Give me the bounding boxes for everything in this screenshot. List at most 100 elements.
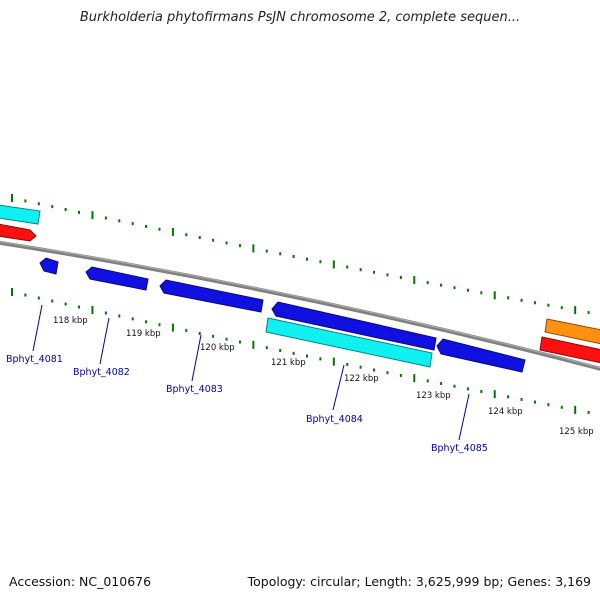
kbp-label: 119 kbp bbox=[126, 329, 161, 339]
inner-minor-tick bbox=[158, 323, 161, 327]
outer-minor-tick bbox=[346, 265, 349, 269]
leader-line bbox=[191, 334, 202, 382]
inner-minor-tick bbox=[440, 382, 443, 386]
inner-minor-tick bbox=[37, 296, 40, 300]
outer-major-tick bbox=[332, 260, 335, 269]
topology-text: Topology: circular; Length: 3,625,999 bp… bbox=[247, 574, 591, 589]
inner-minor-tick bbox=[466, 387, 469, 391]
backbone-line bbox=[0, 240, 600, 371]
inner-minor-tick bbox=[225, 337, 228, 341]
outer-minor-tick bbox=[507, 296, 510, 300]
inner-major-tick bbox=[332, 357, 335, 366]
inner-minor-tick bbox=[279, 349, 282, 353]
inner-minor-tick bbox=[547, 403, 550, 407]
gene-feature[interactable] bbox=[539, 336, 600, 364]
gene-feature[interactable] bbox=[159, 279, 264, 313]
kbp-label: 118 kbp bbox=[53, 316, 88, 326]
outer-minor-tick bbox=[51, 205, 54, 209]
inner-minor-tick bbox=[346, 362, 349, 366]
outer-minor-tick bbox=[440, 283, 443, 287]
gene-name-label[interactable]: Bphyt_4082 bbox=[73, 367, 130, 378]
gene-feature[interactable] bbox=[271, 301, 437, 351]
outer-minor-tick bbox=[158, 227, 161, 231]
outer-minor-tick bbox=[225, 241, 228, 245]
outer-minor-tick bbox=[185, 233, 188, 237]
outer-major-tick bbox=[91, 211, 94, 220]
gene-arrow bbox=[544, 318, 600, 345]
gene-label-group[interactable]: Bphyt_4085 bbox=[431, 393, 488, 454]
gene-label-group[interactable]: Bphyt_4084 bbox=[306, 364, 363, 425]
accession-text: Accession: NC_010676 bbox=[9, 574, 152, 589]
inner-minor-tick bbox=[238, 340, 241, 344]
inner-minor-tick bbox=[104, 311, 107, 315]
gene-name-label[interactable]: Bphyt_4083 bbox=[166, 384, 223, 395]
gene-label-group[interactable]: Bphyt_4083 bbox=[166, 334, 223, 395]
outer-tick-track bbox=[11, 194, 590, 315]
gene-label-group[interactable]: Bphyt_4082 bbox=[73, 317, 130, 378]
inner-minor-tick bbox=[453, 384, 456, 388]
gene-arrow bbox=[271, 301, 437, 351]
inner-minor-tick bbox=[399, 373, 402, 377]
outer-minor-tick bbox=[587, 311, 590, 315]
outer-minor-tick bbox=[78, 210, 81, 214]
kbp-label: 125 kbp bbox=[559, 427, 594, 437]
label-track: 118 kbp 119 kbp 120 kbp 121 kbp 122 kbp 123 k… bbox=[6, 304, 594, 454]
inner-minor-tick bbox=[185, 329, 188, 333]
leader-line bbox=[458, 393, 470, 441]
gene-feature[interactable] bbox=[265, 317, 433, 368]
map-title: Burkholderia phytofirmans PsJN chromosom… bbox=[79, 10, 521, 25]
inner-minor-tick bbox=[51, 299, 54, 303]
leader-line bbox=[99, 317, 110, 365]
gene-arrow bbox=[159, 279, 264, 313]
outer-minor-tick bbox=[306, 257, 308, 261]
inner-major-tick bbox=[171, 323, 174, 332]
gene-feature[interactable] bbox=[436, 338, 526, 373]
gene-name-label[interactable]: Bphyt_4085 bbox=[431, 443, 488, 454]
gene-name-label[interactable]: Bphyt_4084 bbox=[306, 414, 363, 425]
gene-feature[interactable] bbox=[0, 223, 37, 242]
gene-feature[interactable] bbox=[85, 266, 149, 291]
inner-minor-tick bbox=[507, 395, 510, 399]
gene-track bbox=[0, 204, 600, 373]
outer-minor-tick bbox=[279, 252, 282, 256]
gene-feature[interactable] bbox=[0, 204, 41, 225]
inner-minor-tick bbox=[78, 305, 81, 309]
leader-line bbox=[332, 364, 345, 411]
inner-major-tick bbox=[574, 405, 577, 414]
inner-minor-tick bbox=[118, 314, 121, 318]
inner-minor-tick bbox=[198, 331, 201, 335]
outer-major-tick bbox=[171, 227, 174, 236]
inner-minor-tick bbox=[64, 302, 67, 306]
gene-feature[interactable] bbox=[544, 318, 600, 345]
outer-minor-tick bbox=[386, 273, 389, 277]
outer-minor-tick bbox=[24, 199, 27, 203]
inner-minor-tick bbox=[359, 365, 362, 369]
inner-minor-tick bbox=[145, 320, 148, 324]
inner-major-tick bbox=[252, 340, 255, 349]
outer-minor-tick bbox=[198, 236, 201, 240]
outer-minor-tick bbox=[64, 208, 67, 212]
inner-major-tick bbox=[91, 306, 94, 315]
outer-minor-tick bbox=[131, 222, 134, 226]
gene-label-group[interactable]: Bphyt_4081 bbox=[6, 304, 63, 365]
outer-minor-tick bbox=[547, 303, 550, 307]
outer-minor-tick bbox=[118, 219, 121, 223]
gene-arrow bbox=[85, 266, 149, 291]
gene-arrow bbox=[539, 336, 600, 364]
gene-feature[interactable] bbox=[39, 257, 59, 275]
inner-minor-tick bbox=[265, 346, 268, 350]
outer-minor-tick bbox=[292, 254, 295, 258]
outer-minor-tick bbox=[319, 260, 322, 264]
outer-major-tick bbox=[493, 291, 496, 300]
gene-arrow bbox=[0, 204, 41, 225]
inner-tick-track bbox=[11, 288, 590, 414]
inner-minor-tick bbox=[292, 351, 295, 355]
kbp-label: 121 kbp bbox=[271, 358, 306, 368]
outer-minor-tick bbox=[37, 202, 40, 206]
gene-name-label[interactable]: Bphyt_4081 bbox=[6, 354, 63, 365]
outer-minor-tick bbox=[426, 281, 429, 285]
gene-arrow bbox=[436, 338, 526, 373]
inner-minor-tick bbox=[480, 390, 483, 394]
kbp-label: 124 kbp bbox=[488, 407, 523, 417]
